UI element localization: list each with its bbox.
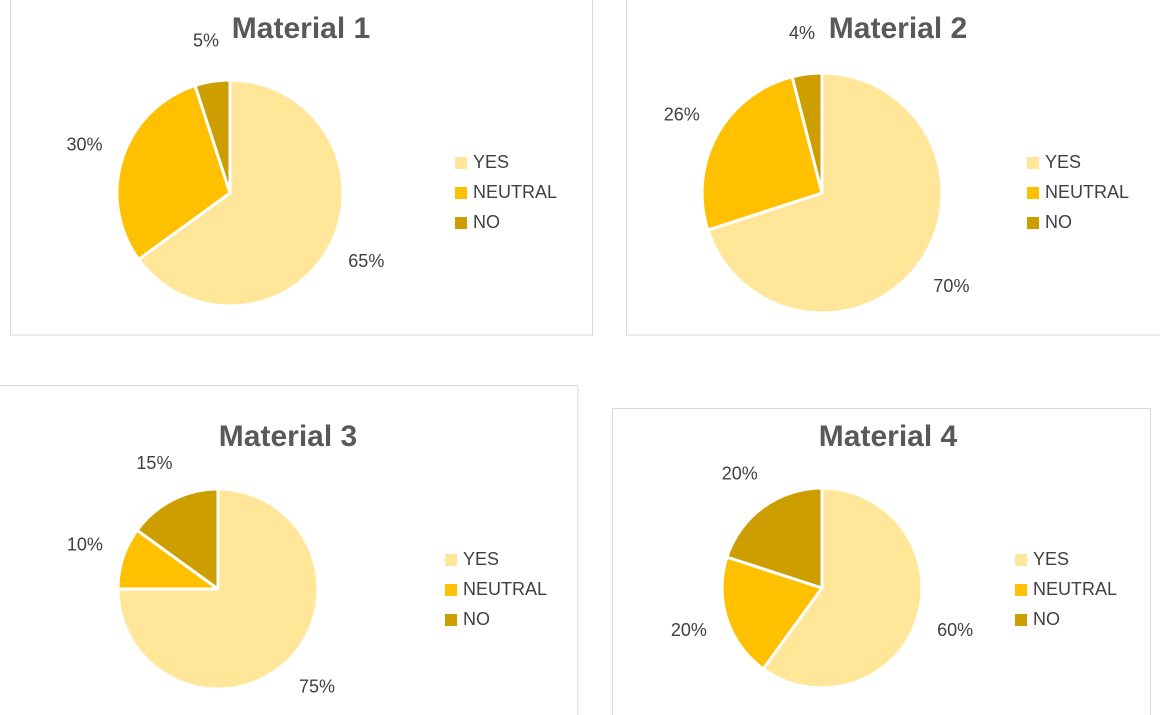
data-label: 20% (671, 620, 707, 640)
chart-title: Material 1 (232, 12, 370, 45)
pie-slice (725, 486, 824, 590)
legend-swatch (445, 584, 457, 596)
data-label: 10% (67, 534, 103, 554)
chart-title: Material 2 (829, 12, 967, 45)
data-label: 5% (193, 31, 219, 51)
legend-label: NO (1045, 212, 1072, 232)
chart-title: Material 4 (819, 420, 958, 453)
data-label: 75% (299, 677, 335, 697)
legend-swatch (1027, 217, 1039, 229)
legend-label: NEUTRAL (473, 182, 557, 202)
legend-label: NO (1033, 609, 1060, 629)
legend-label: YES (1033, 549, 1069, 569)
legend-label: YES (463, 549, 499, 569)
data-label: 4% (789, 23, 815, 43)
pie-slice (720, 555, 824, 671)
legend-swatch (445, 614, 457, 626)
data-label: 20% (722, 463, 758, 483)
chart-title: Material 3 (219, 420, 357, 453)
legend-swatch (1015, 584, 1027, 596)
legend-label: NEUTRAL (1045, 182, 1129, 202)
legend-swatch (445, 554, 457, 566)
legend-swatch (1027, 157, 1039, 169)
chart: Material 2 70% 26% 4% YES NEUTRAL NO (626, 0, 1160, 336)
pie-slice (706, 71, 944, 315)
pie-slice (761, 486, 924, 690)
data-label: 15% (136, 453, 172, 473)
legend-label: YES (1045, 152, 1081, 172)
legend-swatch (1027, 187, 1039, 199)
legend-swatch (455, 217, 467, 229)
legend-label: NEUTRAL (1033, 579, 1117, 599)
legend-swatch (1015, 554, 1027, 566)
legend-swatch (1015, 614, 1027, 626)
pie-slice (137, 78, 345, 308)
data-label: 60% (937, 620, 973, 640)
data-label: 26% (664, 105, 700, 125)
legend-label: NEUTRAL (463, 579, 547, 599)
pie-slice (193, 78, 232, 195)
pie-slice (700, 75, 824, 232)
pie-slice (115, 84, 232, 261)
chart: Material 4 60% 20% 20% YES NEUTRAL NO (612, 408, 1151, 715)
data-label: 70% (933, 276, 969, 296)
legend-label: YES (473, 152, 509, 172)
pie-slice (790, 71, 824, 195)
chart: Material 3 75% 10% 15% YES NEUTRAL NO (0, 385, 579, 715)
legend-label: NO (463, 609, 490, 629)
legend-swatch (455, 157, 467, 169)
pie-slice (135, 487, 220, 591)
data-label: 30% (66, 134, 102, 154)
data-label: 65% (348, 251, 384, 271)
legend-swatch (455, 187, 467, 199)
legend-label: NO (473, 212, 500, 232)
chart: Material 1 65% 30% 5% YES NEUTRAL NO (10, 0, 593, 336)
